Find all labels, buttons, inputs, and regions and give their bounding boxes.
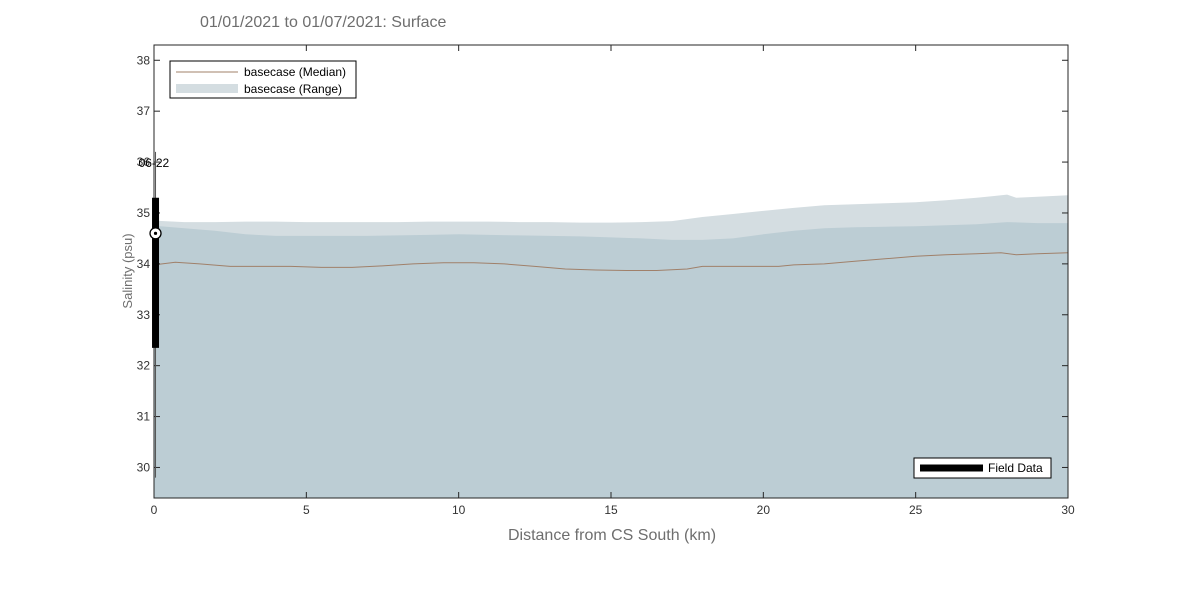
field-data-date-label: 06-22 bbox=[139, 156, 170, 170]
legend-range-label: basecase (Range) bbox=[244, 82, 342, 96]
y-tick-label: 36 bbox=[137, 155, 151, 169]
legend-top-left: basecase (Median) basecase (Range) bbox=[169, 60, 357, 99]
y-tick-label: 37 bbox=[137, 104, 151, 118]
legend-field-label: Field Data bbox=[988, 461, 1043, 475]
x-tick-label: 0 bbox=[151, 503, 158, 517]
y-tick-label: 30 bbox=[137, 460, 151, 474]
x-tick-label: 25 bbox=[909, 503, 923, 517]
axes: 0 5 10 15 20 25 30 30 31 32 33 34 35 36 37 38 06-22 bbox=[137, 44, 1075, 517]
x-axis-label: Distance from CS South (km) bbox=[508, 527, 716, 544]
y-tick-label: 34 bbox=[137, 257, 151, 271]
x-tick-label: 10 bbox=[452, 503, 466, 517]
y-tick-label: 32 bbox=[137, 359, 151, 373]
y-tick-label: 33 bbox=[137, 308, 151, 322]
y-axis-label: Salinity (psu) bbox=[120, 233, 135, 308]
y-tick-label: 38 bbox=[137, 53, 151, 67]
x-tick-label: 30 bbox=[1061, 503, 1075, 517]
legend-median-label: basecase (Median) bbox=[244, 65, 346, 79]
field-data-mean-dot bbox=[153, 231, 158, 235]
x-tick-label: 20 bbox=[757, 503, 771, 517]
x-tick-label: 15 bbox=[604, 503, 618, 517]
x-tick-label: 5 bbox=[303, 503, 310, 517]
y-tick-label: 35 bbox=[137, 206, 151, 220]
median-line bbox=[153, 252, 1069, 271]
range-band-inner bbox=[154, 222, 1068, 498]
y-tick-label: 31 bbox=[137, 410, 151, 424]
plot-area bbox=[153, 194, 1069, 498]
legend-range-swatch bbox=[176, 84, 238, 93]
chart-title: 01/01/2021 to 01/07/2021: Surface bbox=[200, 14, 447, 31]
legend-bottom-right: Field Data bbox=[913, 457, 1052, 479]
